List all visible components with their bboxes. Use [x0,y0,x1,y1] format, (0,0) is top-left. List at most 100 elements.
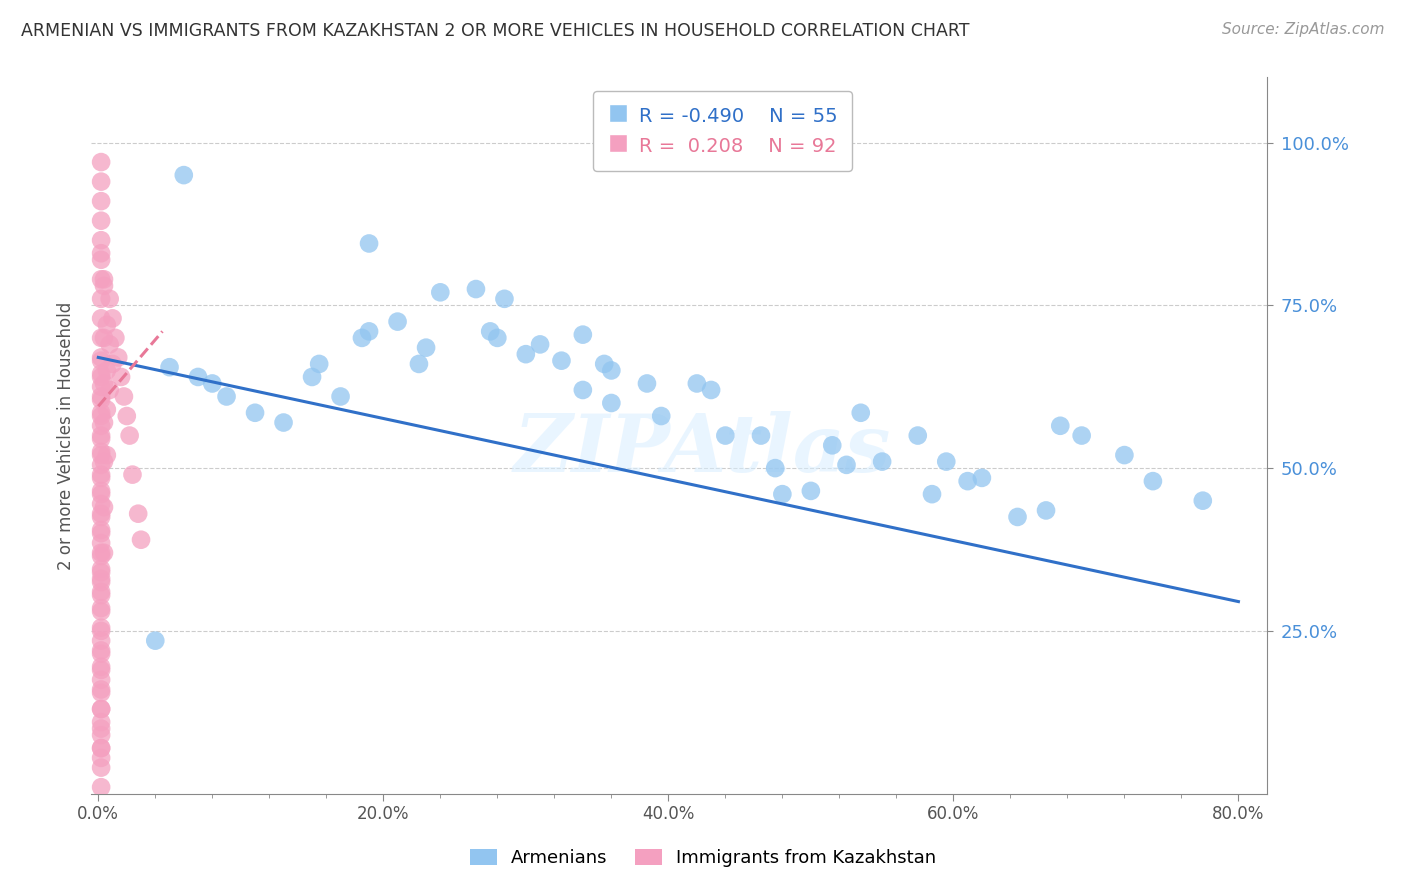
Point [90,175,112,189]
Point [90,566,112,580]
Point [90,406,112,420]
Point [479,324,502,338]
Point [90,601,112,615]
Point [243,406,266,420]
Point [90,351,112,365]
Point [90,659,112,673]
Point [90,751,112,765]
Point [90,213,112,227]
Point [90,292,112,306]
Point [494,292,516,306]
Text: ARMENIAN VS IMMIGRANTS FROM KAZAKHSTAN 2 OR MORE VEHICLES IN HOUSEHOLD CORRELATI: ARMENIAN VS IMMIGRANTS FROM KAZAKHSTAN 2… [21,22,970,40]
Point [515,347,537,361]
Point [593,357,616,371]
Point [93,416,115,430]
Point [110,370,132,384]
Point [115,409,138,423]
Point [96,448,118,462]
Point [98,383,121,397]
Point [770,487,793,501]
Point [572,383,595,397]
Point [1114,448,1136,462]
Point [870,454,893,468]
Point [935,454,957,468]
Point [101,357,124,371]
Point [90,487,112,501]
Text: Source: ZipAtlas.com: Source: ZipAtlas.com [1222,22,1385,37]
Point [93,454,115,468]
Point [104,331,127,345]
Point [93,500,115,515]
Point [90,741,112,756]
Point [93,376,115,391]
Point [1191,493,1213,508]
Point [90,575,112,590]
Point [90,252,112,267]
Point [1142,474,1164,488]
Point [90,418,112,433]
Point [90,741,112,756]
Point [1007,510,1029,524]
Point [112,389,135,403]
Point [90,621,112,635]
Legend: R = -0.490    N = 55, R =  0.208    N = 92: R = -0.490 N = 55, R = 0.208 N = 92 [593,91,852,170]
Point [486,331,509,345]
Point [529,337,551,351]
Point [90,780,112,794]
Point [90,584,112,599]
Point [600,363,623,377]
Point [301,370,323,384]
Point [429,285,451,300]
Point [357,236,380,251]
Point [90,380,112,394]
Point [572,327,595,342]
Point [90,624,112,638]
Point [650,409,672,423]
Point [636,376,658,391]
Point [408,357,430,371]
Point [700,383,723,397]
Point [90,572,112,586]
Point [90,588,112,602]
Point [129,533,152,547]
Point [90,409,112,423]
Point [90,331,112,345]
Point [90,353,112,368]
Point [96,363,118,377]
Point [90,682,112,697]
Point [98,337,121,351]
Point [90,546,112,560]
Point [96,402,118,417]
Point [970,471,993,485]
Point [90,507,112,521]
Point [1070,428,1092,442]
Point [101,311,124,326]
Point [550,353,572,368]
Point [763,461,786,475]
Point [90,370,112,384]
Point [714,428,737,442]
Point [90,526,112,541]
Point [90,311,112,326]
Point [387,315,409,329]
Point [921,487,943,501]
Point [93,546,115,560]
Point [90,246,112,260]
Point [90,702,112,716]
Point [90,728,112,742]
Point [90,562,112,576]
Point [600,396,623,410]
Point [90,702,112,716]
Point [98,292,121,306]
Point [118,428,141,442]
Point [159,360,181,375]
Point [465,282,488,296]
Point [127,507,149,521]
Point [686,376,709,391]
Y-axis label: 2 or more Vehicles in Household: 2 or more Vehicles in Household [58,301,75,570]
Point [90,643,112,657]
Point [121,467,143,482]
Point [357,324,380,338]
Point [90,155,112,169]
Point [96,318,118,332]
